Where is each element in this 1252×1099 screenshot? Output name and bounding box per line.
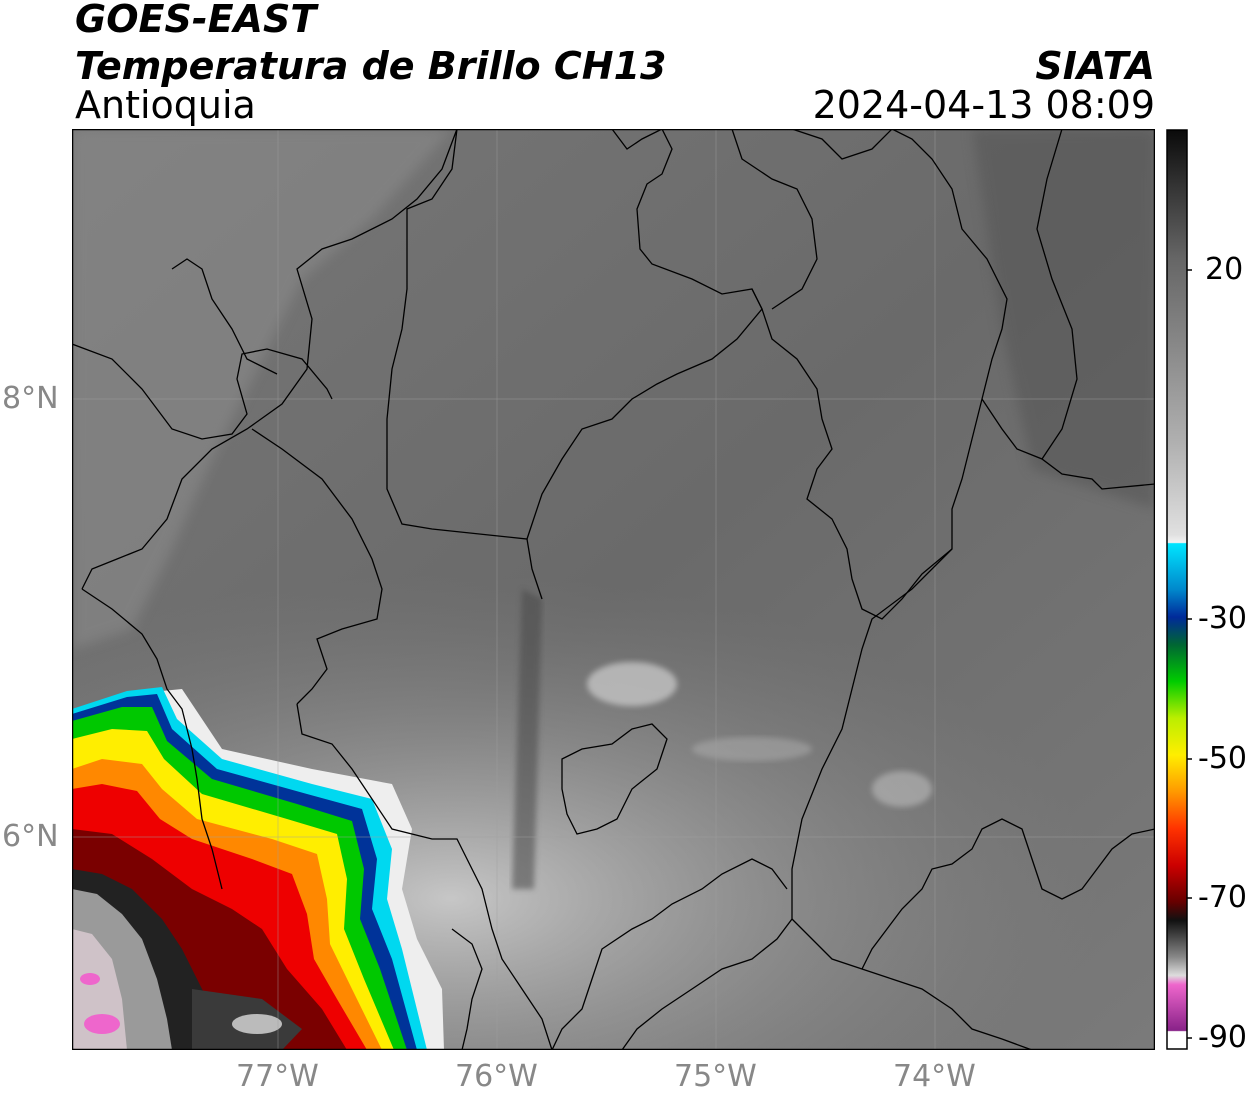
colorbar-gradient xyxy=(1166,129,1188,1050)
valley-streak xyxy=(512,589,542,889)
colorbar-tick-label: -90 xyxy=(1198,1020,1247,1055)
satellite-title: GOES-EAST xyxy=(75,0,317,41)
colorbar-tick-label: -70 xyxy=(1198,880,1247,915)
bright-patch xyxy=(692,737,812,761)
satellite-map xyxy=(72,129,1155,1050)
colorbar xyxy=(1166,129,1192,1050)
lon-tick-label: 77°W xyxy=(236,1059,319,1094)
lon-tick-label: 74°W xyxy=(893,1059,976,1094)
map-frame xyxy=(72,129,1155,1050)
colorbar-tick-marks xyxy=(1187,269,1192,1039)
boundaries xyxy=(72,129,1155,1050)
product-title: Temperatura de Brillo CH13 xyxy=(75,44,667,88)
cloud-field-east xyxy=(972,129,1155,509)
bright-patch xyxy=(872,771,932,807)
lat-tick-label: 6°N xyxy=(2,819,59,854)
lat-tick-label: 8°N xyxy=(2,381,59,416)
timestamp-label: 2024-04-13 08:09 xyxy=(812,83,1155,127)
lon-tick-label: 76°W xyxy=(455,1059,538,1094)
region-title: Antioquia xyxy=(75,83,256,127)
graticule xyxy=(72,129,1155,1050)
lon-tick-label: 75°W xyxy=(674,1059,757,1094)
convective-storm xyxy=(72,687,444,1050)
colorbar-tick-label: -30 xyxy=(1198,601,1247,636)
colorbar-tick-label: 20 xyxy=(1205,252,1244,287)
colorbar-tick-label: -50 xyxy=(1198,741,1247,776)
agency-label: SIATA xyxy=(1035,44,1155,88)
bright-patch xyxy=(587,662,677,706)
